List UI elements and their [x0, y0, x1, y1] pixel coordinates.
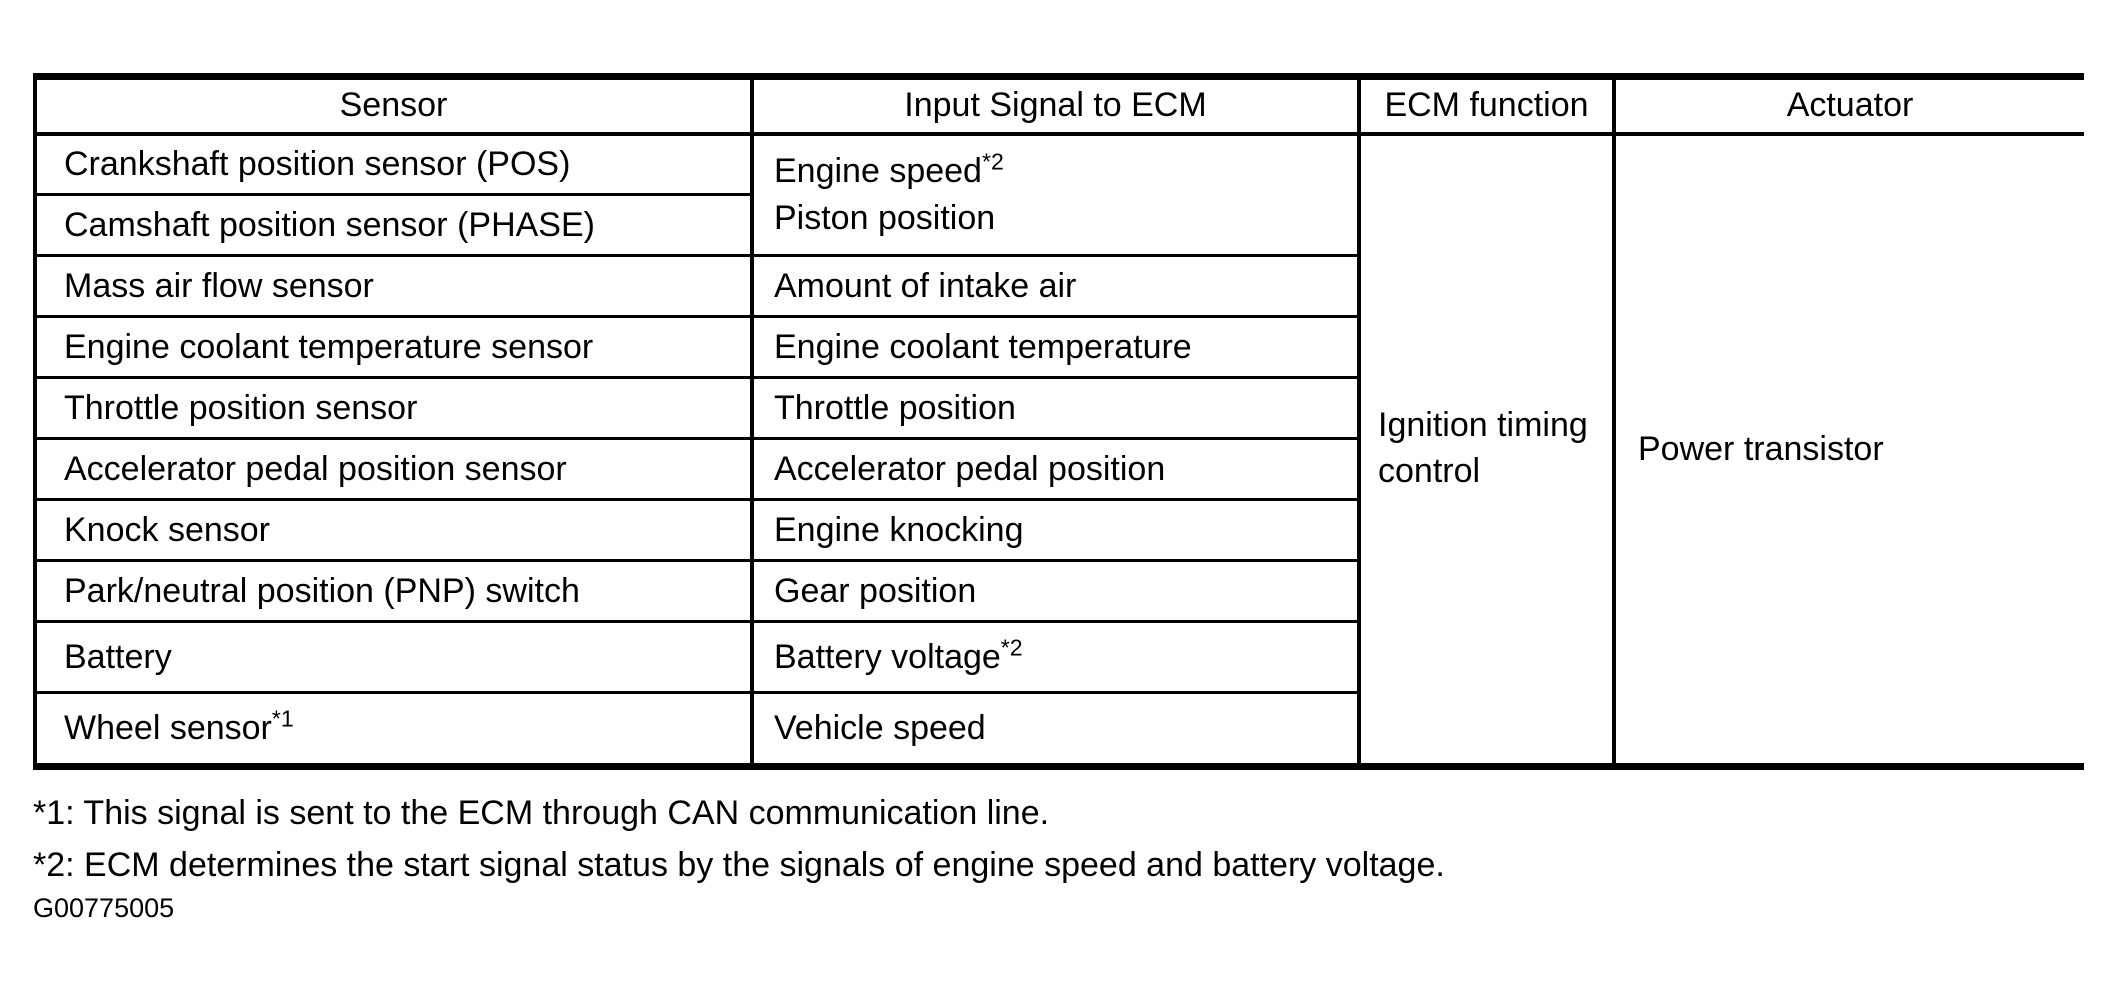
signal-cell: Engine coolant temperature: [752, 315, 1361, 378]
footnote-1: *1: This signal is sent to the ECM throu…: [33, 794, 1050, 832]
header-row: Sensor Input Signal to ECM ECM function …: [35, 76, 2084, 136]
signal-cell: Throttle position: [752, 376, 1361, 439]
sensor-cell: Engine coolant temperature sensor: [35, 315, 754, 378]
table-row: Park/neutral position (PNP) switch Gear …: [35, 559, 2084, 622]
sensor-cell: Park/neutral position (PNP) switch: [35, 559, 754, 622]
ecm-function-cell: Ignition timing control: [1359, 132, 1616, 767]
table-row: Mass air flow sensor Amount of intake ai…: [35, 254, 2084, 317]
footnote-2: *2: ECM determines the start signal stat…: [33, 846, 1445, 884]
table-row: Accelerator pedal position sensor Accele…: [35, 437, 2084, 500]
header-cell-actuator: Actuator: [1614, 76, 2084, 136]
signal-line-engine-speed: Engine speed*2: [774, 148, 1004, 190]
sensor-cell: Wheel sensor*1: [35, 691, 754, 767]
sensor-cell: Knock sensor: [35, 498, 754, 561]
sensor-cell: Accelerator pedal position sensor: [35, 437, 754, 500]
signal-cell: Amount of intake air: [752, 254, 1361, 317]
table-row: Engine coolant temperature sensor Engine…: [35, 315, 2084, 378]
footnotes-block: *1: This signal is sent to the ECM throu…: [33, 791, 1445, 895]
signal-cell: Engine knocking: [752, 498, 1361, 561]
table-row: Throttle position sensor Throttle positi…: [35, 376, 2084, 439]
footnote-marker: *1: [271, 705, 294, 732]
header-cell-sensor: Sensor: [35, 76, 754, 136]
sensor-cell: Battery: [35, 620, 754, 693]
signal-cell: Vehicle speed: [752, 691, 1361, 767]
header-cell-ecm-function: ECM function: [1359, 76, 1616, 136]
table-row: Knock sensor Engine knocking: [35, 498, 2084, 561]
signal-line-piston-position: Piston position: [774, 198, 996, 237]
footnote-marker: *2: [1000, 634, 1023, 661]
sensor-cell: Throttle position sensor: [35, 376, 754, 439]
sensor-cell: Mass air flow sensor: [35, 254, 754, 317]
table-row: Wheel sensor*1 Vehicle speed: [35, 691, 2084, 767]
sensor-cell: Camshaft position sensor (PHASE): [35, 193, 754, 256]
table-row: Battery Battery voltage*2: [35, 620, 2084, 693]
header-cell-input-signal: Input Signal to ECM: [752, 76, 1361, 136]
signal-cell: Gear position: [752, 559, 1361, 622]
signal-cell-merged: Engine speed*2 Piston position: [752, 132, 1361, 256]
table-row: Crankshaft position sensor (POS) Engine …: [35, 132, 2084, 767]
sensor-cell: Crankshaft position sensor (POS): [35, 132, 754, 195]
actuator-cell: Power transistor: [1614, 132, 2084, 767]
table-row: Camshaft position sensor (PHASE): [35, 193, 2084, 256]
footnote-marker: *2: [981, 148, 1004, 175]
signal-cell: Battery voltage*2: [752, 620, 1361, 693]
figure-code: G00775005: [33, 893, 175, 923]
signal-cell: Accelerator pedal position: [752, 437, 1361, 500]
ignition-timing-control-spec-table: Sensor Input Signal to ECM ECM function …: [33, 73, 2084, 770]
